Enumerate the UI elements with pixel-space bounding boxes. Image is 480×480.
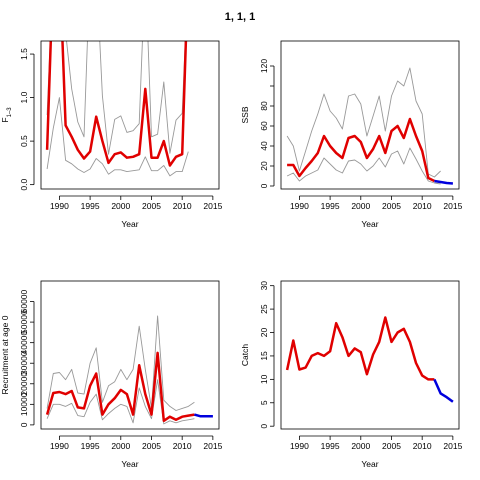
y-axis-label: Recruitment at age 0 <box>0 315 10 394</box>
x-tick-label: 2005 <box>382 201 401 211</box>
y-tick-label: 25 <box>259 304 269 314</box>
y-axis-label-text: F <box>0 117 10 122</box>
y-axis-label: Catch <box>240 344 250 366</box>
x-axis-label: Year <box>121 459 138 469</box>
series-line-lower <box>46 379 195 425</box>
y-tick-label: 120 <box>259 59 269 73</box>
y-tick-label: 40 <box>259 141 269 151</box>
x-tick-label: 2010 <box>413 441 432 451</box>
series-line-forecast <box>433 378 454 403</box>
y-tick-label: 15 <box>259 351 269 361</box>
plot-frame <box>280 40 460 190</box>
y-axis-label-text: Catch <box>240 344 250 366</box>
series-line-estimate <box>45 351 195 423</box>
x-tick-label: 2015 <box>443 201 462 211</box>
x-tick-label: 1990 <box>290 201 309 211</box>
chart-panel-1: 1990 1995 2000 2005 2010 2015 Year 0.0 0.5 1.0 1.5… <box>0 40 223 229</box>
y-tick-label: 80 <box>259 101 269 111</box>
x-tick-label: 2000 <box>351 441 370 451</box>
x-tick-label: 1995 <box>321 441 340 451</box>
x-axis-label: Year <box>361 459 378 469</box>
y-tick-label: 50000 <box>19 310 29 334</box>
series-line-forecast <box>434 179 454 185</box>
y-tick-label: 0.0 <box>19 178 29 190</box>
y-tick-label: 60000 <box>19 289 29 313</box>
x-tick-label: 2015 <box>203 441 222 451</box>
series-line-lower <box>46 97 189 177</box>
y-axis-label-subscript: 1–3 <box>7 107 13 118</box>
x-tick-label: 2010 <box>413 201 432 211</box>
x-tick-label: 2005 <box>382 441 401 451</box>
series-line-upper <box>286 67 441 178</box>
y-tick-label: 20 <box>259 161 269 171</box>
x-axis-label: Year <box>361 219 378 229</box>
y-axis-label: SSB <box>240 106 250 123</box>
plot-frame <box>40 280 220 430</box>
chart-panel-3: 1990 1995 2000 2005 2010 2015 Year 0 10000200003… <box>0 280 223 469</box>
x-tick-label: 1990 <box>50 201 69 211</box>
y-tick-label: 1.5 <box>19 48 29 60</box>
x-tick-label: 1990 <box>50 441 69 451</box>
series-line-estimate <box>285 316 435 381</box>
x-tick-label: 2015 <box>203 201 222 211</box>
x-tick-label: 2005 <box>142 441 161 451</box>
x-tick-label: 2000 <box>111 201 130 211</box>
series-line-estimate <box>287 117 435 183</box>
x-tick-label: 2015 <box>443 441 462 451</box>
chart-panel-4: 1990 1995 2000 2005 2010 2015 Year 0 5 10 15 20 25 30… <box>240 280 463 469</box>
y-tick-label: 30 <box>259 281 269 291</box>
y-tick-label: 60 <box>259 121 269 131</box>
y-tick-label: 1.0 <box>19 91 29 103</box>
y-axis-label: F1–3 <box>0 107 13 123</box>
y-tick-label: 5 <box>259 400 269 405</box>
y-tick-label: 0 <box>259 183 269 188</box>
chart-panel-2: 1990 1995 2000 2005 2010 2015 Year 0 20 40 60 80 120… <box>240 40 463 229</box>
y-tick-label: 20000 <box>19 372 29 396</box>
x-tick-label: 1995 <box>321 201 340 211</box>
x-tick-label: 2010 <box>173 201 192 211</box>
series-line-lower <box>286 147 441 185</box>
series-line-upper <box>46 315 195 411</box>
y-tick-label: 10000 <box>19 392 29 416</box>
page-title: 1, 1, 1 <box>225 11 256 23</box>
y-tick-label: 0 <box>259 424 269 429</box>
x-tick-label: 2010 <box>173 441 192 451</box>
y-tick-label: 30000 <box>19 351 29 375</box>
x-axis-label: Year <box>121 219 138 229</box>
plot-frame <box>280 280 460 430</box>
y-tick-label: 20 <box>259 328 269 338</box>
x-tick-label: 1995 <box>81 201 100 211</box>
y-tick-label: 40000 <box>19 331 29 355</box>
y-tick-label: 0.5 <box>19 135 29 147</box>
y-axis-label-text: Recruitment at age 0 <box>0 315 10 394</box>
y-axis-label-text: SSB <box>240 106 250 123</box>
x-tick-label: 2000 <box>351 201 370 211</box>
series-line-forecast <box>194 413 213 418</box>
x-tick-label: 1995 <box>81 441 100 451</box>
x-tick-label: 1990 <box>290 441 309 451</box>
y-tick-label: 0 <box>19 422 29 427</box>
y-tick-label: 10 <box>259 374 269 384</box>
series-line-estimate <box>45 41 188 167</box>
plot-frame <box>40 40 220 190</box>
series-line-upper <box>46 41 186 155</box>
x-tick-label: 2000 <box>111 441 130 451</box>
x-tick-label: 2005 <box>142 201 161 211</box>
